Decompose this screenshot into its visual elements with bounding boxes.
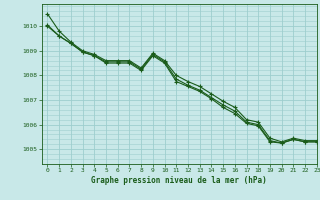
X-axis label: Graphe pression niveau de la mer (hPa): Graphe pression niveau de la mer (hPa) — [91, 176, 267, 185]
